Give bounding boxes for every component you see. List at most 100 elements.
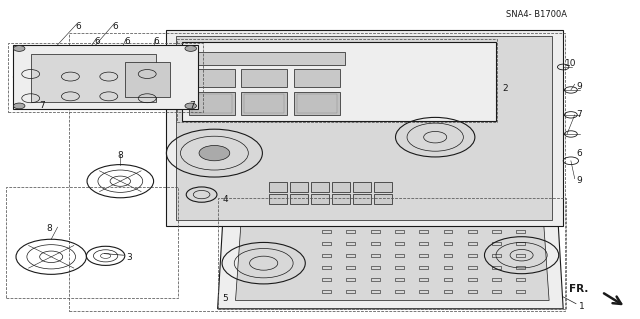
Circle shape xyxy=(199,145,230,161)
Bar xyxy=(419,266,428,269)
Bar xyxy=(516,254,525,257)
Bar xyxy=(290,194,308,204)
Bar xyxy=(13,45,198,109)
Bar xyxy=(311,194,329,204)
Bar xyxy=(374,194,392,204)
Bar xyxy=(395,266,404,269)
Bar xyxy=(395,242,404,245)
Bar xyxy=(516,290,525,293)
Bar xyxy=(322,230,331,233)
Bar xyxy=(189,92,235,115)
Bar xyxy=(241,92,287,115)
Bar xyxy=(8,43,203,112)
Bar xyxy=(468,266,477,269)
Bar xyxy=(492,266,501,269)
Bar xyxy=(419,242,428,245)
Polygon shape xyxy=(236,210,549,300)
Text: 6: 6 xyxy=(125,37,131,46)
Bar xyxy=(31,54,156,102)
Bar xyxy=(322,242,331,245)
Bar xyxy=(218,198,566,309)
Bar xyxy=(419,278,428,281)
Text: 7: 7 xyxy=(576,110,582,119)
Text: 8: 8 xyxy=(46,224,52,233)
Bar xyxy=(419,254,428,257)
Polygon shape xyxy=(218,200,563,309)
Bar xyxy=(395,254,404,257)
Bar xyxy=(192,94,232,113)
Bar xyxy=(492,290,501,293)
Bar xyxy=(444,278,452,281)
Polygon shape xyxy=(176,36,552,220)
Bar xyxy=(241,69,287,87)
Bar xyxy=(125,62,170,97)
Bar xyxy=(322,290,331,293)
Bar xyxy=(468,230,477,233)
Bar xyxy=(322,266,331,269)
Bar xyxy=(516,242,525,245)
Text: 8: 8 xyxy=(117,151,123,160)
Circle shape xyxy=(185,46,196,51)
Bar xyxy=(419,290,428,293)
Bar xyxy=(346,254,355,257)
Bar xyxy=(516,230,525,233)
Bar xyxy=(346,266,355,269)
Bar xyxy=(244,94,284,113)
Bar xyxy=(332,194,350,204)
Bar xyxy=(332,182,350,192)
Text: FR.: FR. xyxy=(570,284,589,294)
Bar xyxy=(371,290,380,293)
Bar xyxy=(395,278,404,281)
Bar xyxy=(468,278,477,281)
Bar xyxy=(269,194,287,204)
Bar xyxy=(346,278,355,281)
Bar xyxy=(69,33,565,311)
Bar xyxy=(311,182,329,192)
Bar xyxy=(374,182,392,192)
Text: 1: 1 xyxy=(579,302,585,311)
Bar xyxy=(371,242,380,245)
Circle shape xyxy=(185,103,196,109)
Text: 2: 2 xyxy=(502,84,508,93)
Text: 5: 5 xyxy=(223,294,228,303)
Text: 6: 6 xyxy=(112,22,118,31)
Text: 9: 9 xyxy=(576,176,582,185)
Bar xyxy=(371,254,380,257)
Circle shape xyxy=(13,46,25,51)
Bar xyxy=(371,230,380,233)
Bar xyxy=(516,278,525,281)
Bar xyxy=(492,278,501,281)
Text: 10: 10 xyxy=(565,59,577,68)
Bar xyxy=(294,69,340,87)
Bar xyxy=(444,290,452,293)
Bar xyxy=(6,187,178,298)
Bar xyxy=(395,230,404,233)
Text: SNA4- B1700A: SNA4- B1700A xyxy=(506,10,566,19)
Bar xyxy=(444,230,452,233)
Text: 6: 6 xyxy=(576,149,582,158)
Bar xyxy=(516,266,525,269)
Bar xyxy=(189,69,235,87)
Text: 9: 9 xyxy=(576,82,582,91)
Bar xyxy=(419,230,428,233)
Bar xyxy=(182,42,496,121)
Bar xyxy=(322,254,331,257)
Text: 6: 6 xyxy=(76,22,81,31)
Polygon shape xyxy=(166,30,563,226)
Bar xyxy=(189,52,345,65)
Bar xyxy=(353,194,371,204)
Bar xyxy=(444,254,452,257)
Bar xyxy=(468,242,477,245)
Bar xyxy=(492,254,501,257)
Bar xyxy=(468,290,477,293)
Bar xyxy=(346,242,355,245)
Bar xyxy=(371,278,380,281)
Bar xyxy=(468,254,477,257)
Text: 6: 6 xyxy=(154,37,159,46)
Bar xyxy=(269,182,287,192)
Bar xyxy=(322,278,331,281)
Bar xyxy=(444,242,452,245)
Bar xyxy=(297,94,337,113)
Text: 7: 7 xyxy=(40,101,45,110)
Bar xyxy=(371,266,380,269)
